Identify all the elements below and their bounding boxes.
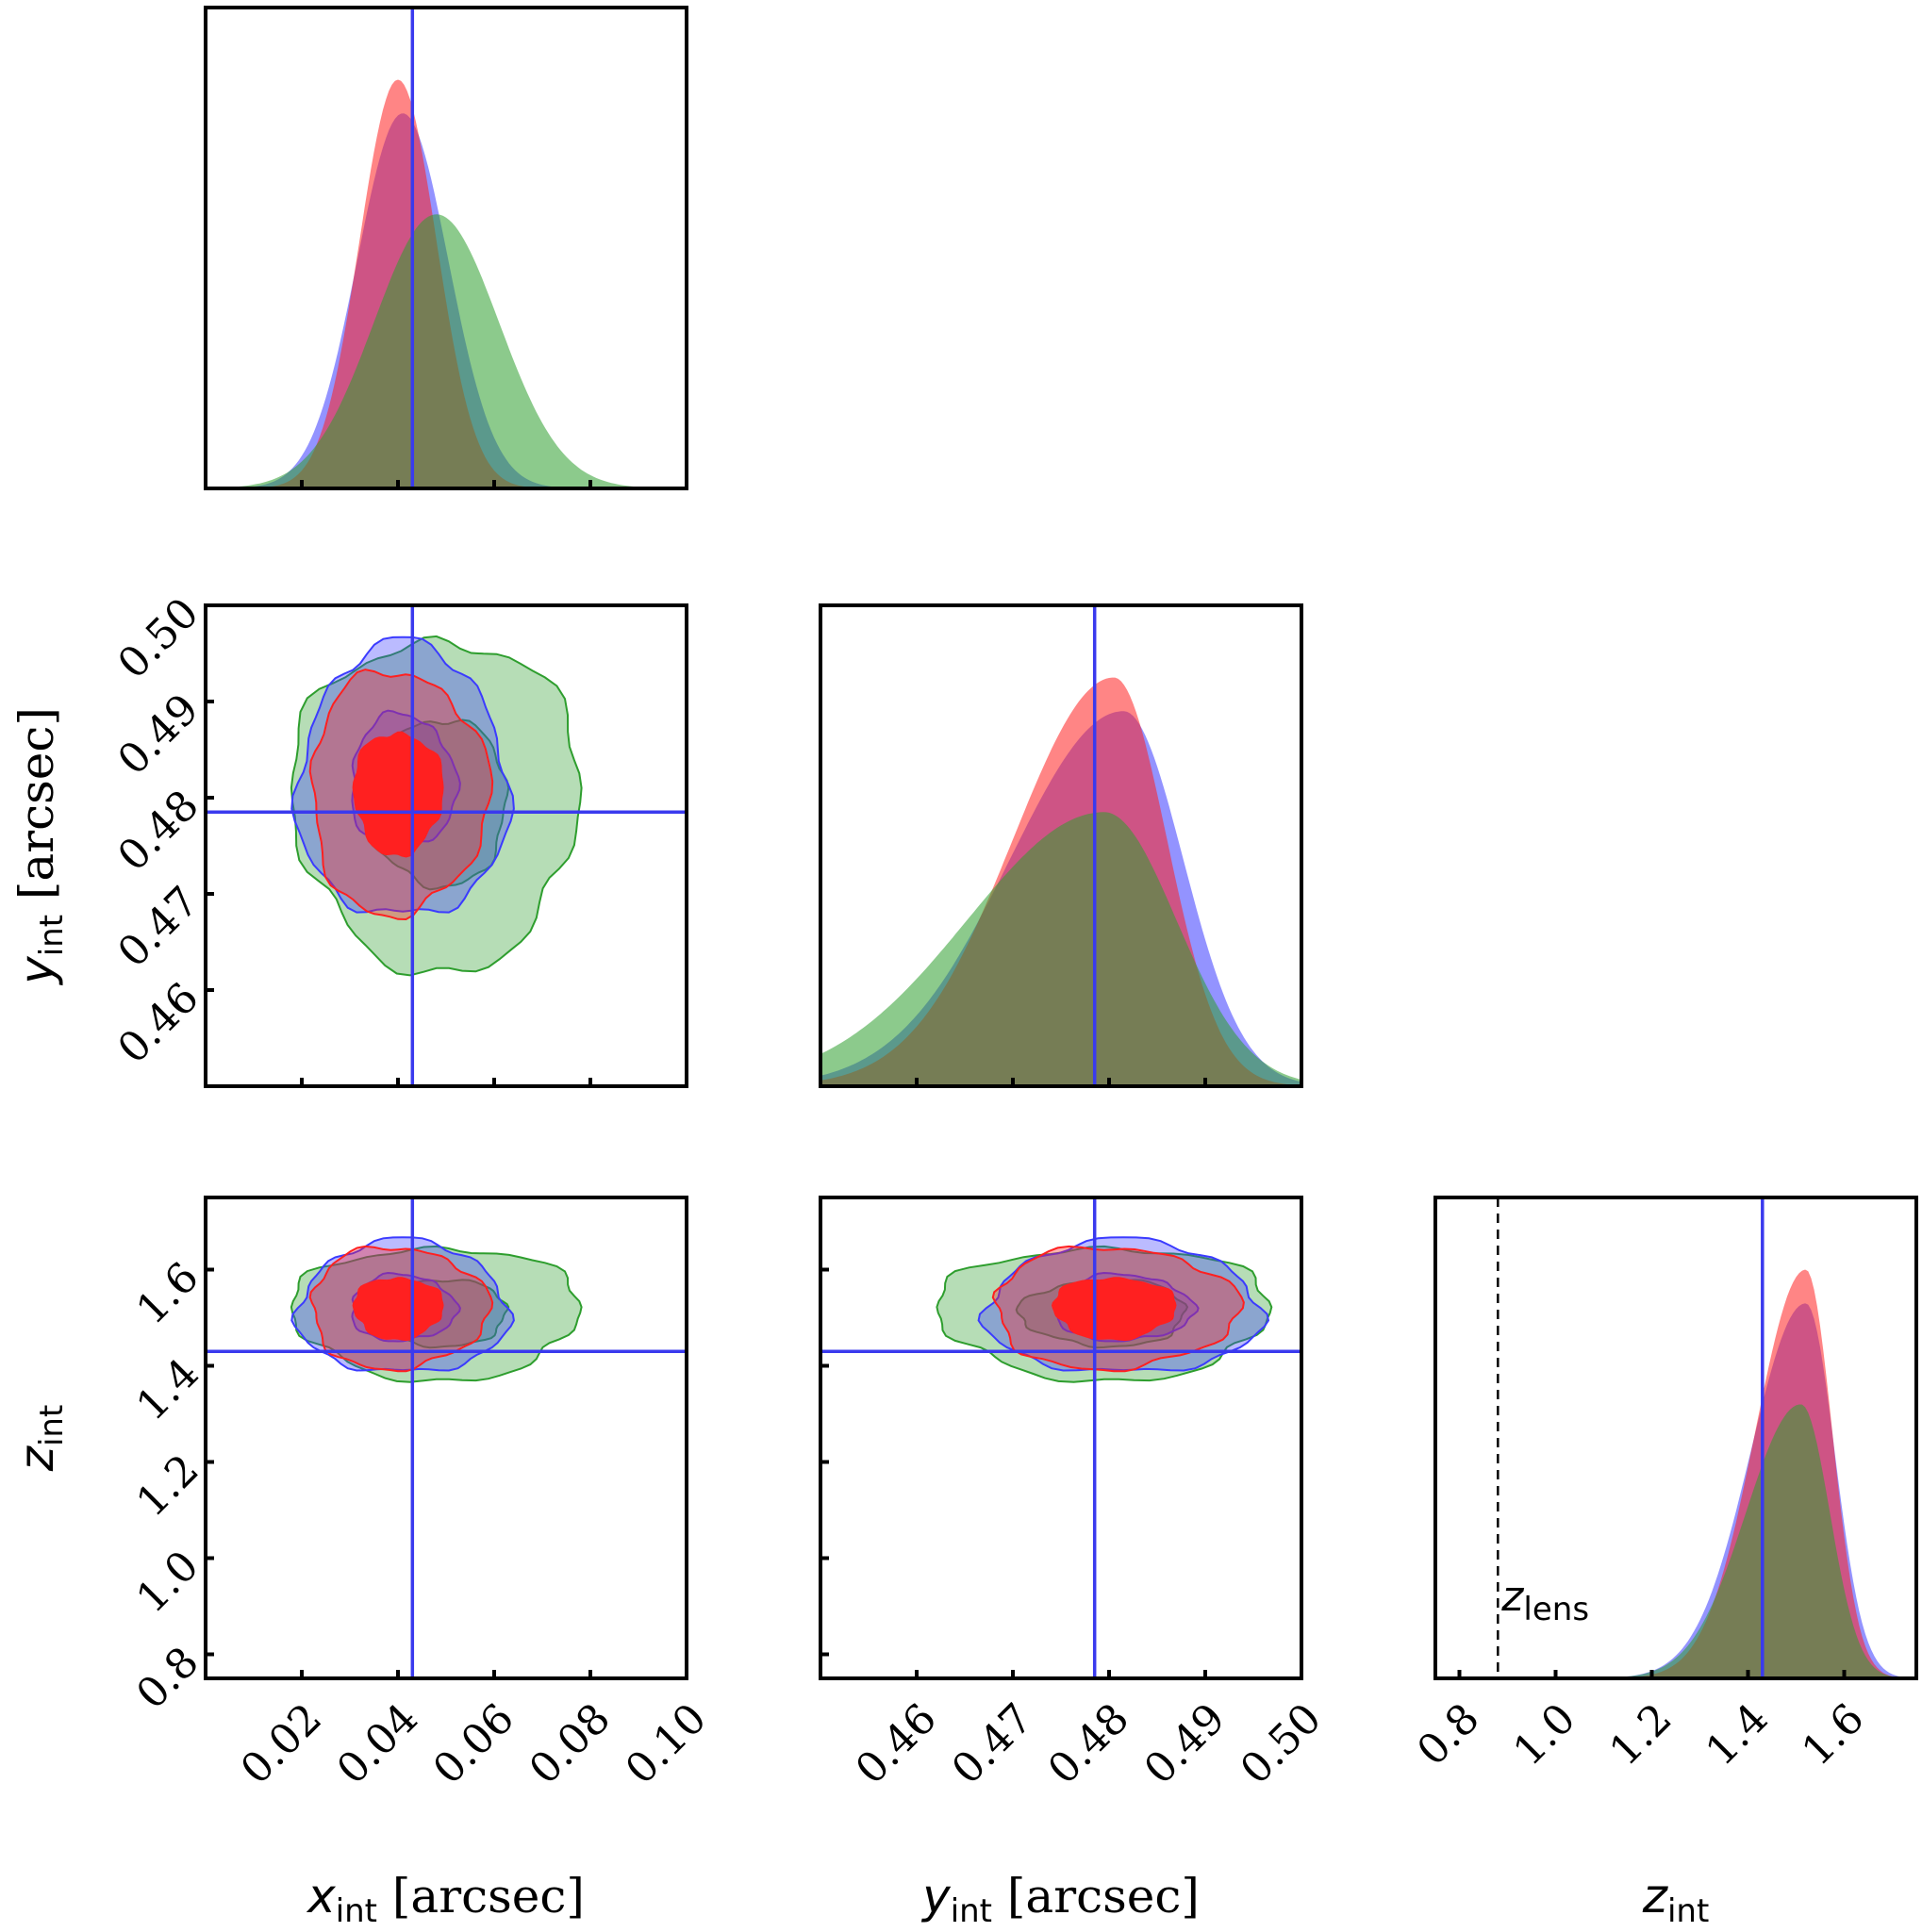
x-tick-label: 0.47 — [943, 1694, 1042, 1793]
x-axis-label-z-int: zint — [1642, 1869, 1710, 1930]
y-tick-label: 1.0 — [127, 1542, 208, 1623]
y-tick-label: 0.50 — [108, 589, 207, 688]
panel-frame — [819, 1196, 1303, 1680]
x-tick-label: 0.46 — [847, 1694, 946, 1793]
x-tick-label: 1.4 — [1697, 1694, 1778, 1775]
y-tick-label: 0.46 — [108, 974, 207, 1073]
y-tick-label: 0.48 — [108, 782, 207, 881]
contour-red-level-2 — [1051, 1277, 1177, 1342]
panel-z-vs-y — [819, 1196, 1303, 1680]
panel-y-vs-x — [204, 603, 688, 1088]
contour-red-level-2 — [352, 1277, 444, 1342]
y-tick-label: 1.2 — [127, 1445, 208, 1527]
panel-frame — [1433, 1196, 1918, 1680]
y-tick-label: 0.8 — [127, 1638, 208, 1719]
x-tick-label: 0.08 — [521, 1694, 620, 1793]
y-axis-label-z-int: zint — [9, 1405, 71, 1473]
panel-frame — [819, 603, 1303, 1088]
z-lens-label: zlens — [1500, 1573, 1589, 1628]
x-tick-label: 0.50 — [1232, 1694, 1331, 1793]
x-tick-label: 0.49 — [1135, 1694, 1234, 1793]
x-tick-label: 0.8 — [1408, 1694, 1489, 1775]
marginal-x-green — [206, 214, 687, 489]
marginal-y-green — [820, 812, 1301, 1086]
marginal-z-green — [1435, 1404, 1916, 1678]
y-tick-label: 0.49 — [108, 685, 207, 784]
y-tick-label: 1.4 — [127, 1349, 208, 1430]
panel-frame — [204, 603, 688, 1088]
y-axis-label-y-int: yint [arcsec] — [9, 707, 71, 986]
x-axis-label-x-int: xint [arcsec] — [306, 1869, 585, 1930]
panel-z-vs-x — [204, 1196, 688, 1680]
x-tick-label: 1.0 — [1504, 1694, 1585, 1775]
panel-z-marginal — [1433, 1196, 1918, 1680]
y-tick-label: 1.6 — [127, 1253, 208, 1334]
x-tick-label: 0.06 — [424, 1694, 523, 1793]
x-tick-label: 0.10 — [617, 1694, 716, 1793]
x-tick-label: 0.48 — [1039, 1694, 1138, 1793]
panel-frame — [204, 6, 688, 490]
contour-red-level-2 — [352, 731, 444, 858]
x-tick-label: 0.02 — [232, 1694, 331, 1793]
panel-x-marginal — [204, 6, 688, 490]
x-tick-label: 1.2 — [1600, 1694, 1682, 1775]
panel-frame — [204, 1196, 688, 1680]
x-tick-label: 1.6 — [1793, 1694, 1874, 1775]
x-tick-label: 0.04 — [328, 1694, 427, 1793]
x-axis-label-y-int: yint [arcsec] — [920, 1869, 1200, 1930]
y-tick-label: 0.47 — [108, 878, 207, 977]
panel-y-marginal — [819, 603, 1303, 1088]
